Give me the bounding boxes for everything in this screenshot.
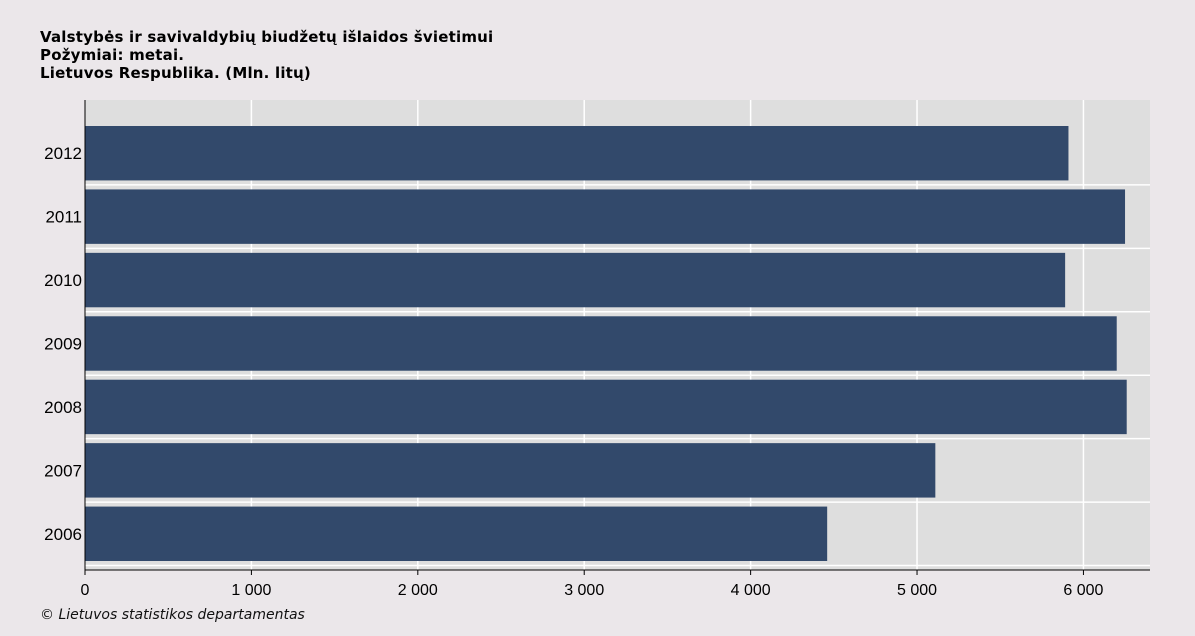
x-tick-label: 6 000: [1063, 582, 1103, 599]
bar: [85, 252, 1066, 308]
x-tick-label: 3 000: [564, 582, 604, 599]
y-tick-label: 2010: [44, 271, 82, 290]
bar: [85, 316, 1117, 371]
y-tick-label: 2007: [44, 461, 82, 480]
bar: [85, 126, 1069, 181]
bar: [85, 506, 828, 561]
x-tick-label: 1 000: [231, 582, 271, 599]
y-tick-label: 2009: [44, 335, 82, 354]
y-tick-label: 2006: [44, 525, 82, 544]
chart-title: Valstybės ir savivaldybių biudžetų išlai…: [40, 28, 494, 46]
x-tick-label: 0: [81, 582, 90, 599]
y-tick-label: 2011: [45, 208, 82, 227]
chart-unit-line: Lietuvos Respublika. (Mln. litų): [40, 64, 311, 82]
y-tick-label: 2012: [44, 144, 82, 163]
bar: [85, 189, 1126, 244]
bar: [85, 443, 936, 498]
chart-subtitle: Požymiai: metai.: [40, 46, 185, 64]
x-tick-label: 2 000: [398, 582, 438, 599]
x-tick-label: 4 000: [731, 582, 771, 599]
bar: [85, 379, 1127, 435]
x-tick-label: 5 000: [897, 582, 937, 599]
y-tick-label: 2008: [44, 398, 82, 417]
source-credit: © Lietuvos statistikos departamentas: [40, 607, 305, 623]
